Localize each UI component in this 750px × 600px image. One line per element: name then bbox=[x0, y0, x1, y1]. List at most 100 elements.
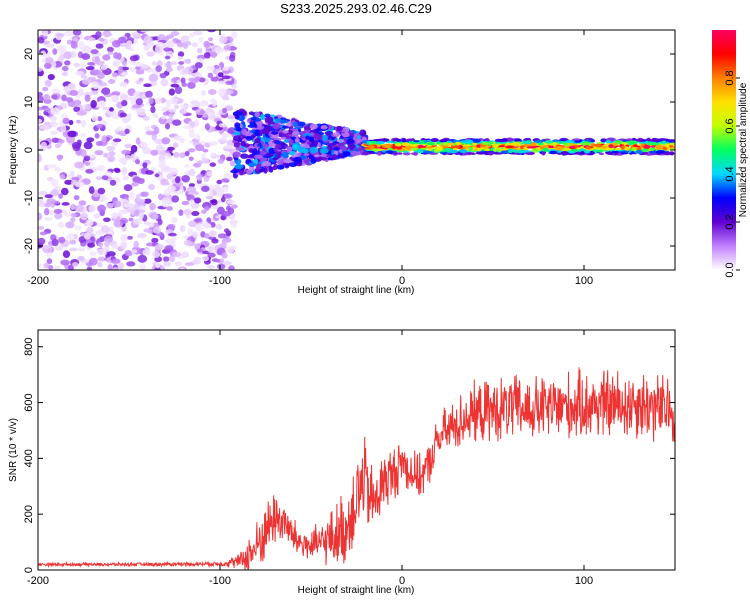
spectrogram-cell bbox=[223, 193, 233, 199]
spectrogram-cell bbox=[436, 141, 442, 144]
spectrogram-cell bbox=[119, 81, 128, 87]
spectrogram-cell bbox=[160, 115, 167, 120]
spectrogram-cell bbox=[188, 127, 195, 135]
spectrogram-cell bbox=[173, 135, 182, 141]
spectrogram-cell bbox=[57, 154, 63, 161]
spectrogram-cell bbox=[138, 112, 147, 116]
spectrogram-cell bbox=[308, 136, 315, 142]
spectrogram-cell bbox=[80, 149, 87, 158]
spectrogram-cell bbox=[234, 115, 240, 120]
spectrogram-cell bbox=[223, 44, 232, 51]
spectrogram-cell bbox=[81, 78, 91, 85]
spectrogram-cell bbox=[143, 35, 153, 44]
spectrogram-cell bbox=[54, 265, 61, 270]
spectrogram-cell bbox=[210, 205, 218, 210]
spectrogram-cell bbox=[221, 132, 227, 139]
spectrogram-cell bbox=[413, 140, 420, 143]
spectrogram-cell bbox=[300, 148, 309, 154]
spectrogram-cell bbox=[342, 151, 351, 157]
spectrogram-cell bbox=[193, 218, 202, 223]
spectrogram-cell bbox=[195, 134, 201, 140]
spectrogram-cell bbox=[207, 30, 216, 33]
spectrogram-cell bbox=[578, 148, 586, 153]
spectrogram-cell bbox=[151, 61, 157, 66]
spectrogram-cell bbox=[167, 223, 176, 230]
spectrogram-cell bbox=[569, 145, 576, 149]
spectrogram-cell bbox=[130, 153, 137, 162]
colorbar-label: Normalized spectral amplitude bbox=[738, 82, 749, 217]
spectrogram-cell bbox=[138, 77, 144, 82]
spectrogram-cell bbox=[598, 152, 604, 155]
spectrogram-cell bbox=[164, 152, 172, 159]
spectrogram-cell bbox=[166, 34, 175, 39]
spectrogram-cell bbox=[337, 142, 344, 146]
spectrogram-cell bbox=[88, 204, 96, 213]
spectrogram-cell bbox=[168, 108, 177, 113]
spectrogram-cell bbox=[485, 148, 490, 152]
spectrogram-cell bbox=[50, 130, 59, 136]
spectrogram-cell bbox=[556, 141, 567, 144]
spectrogram-cell bbox=[47, 74, 55, 81]
spectrogram-cell bbox=[97, 82, 108, 87]
spectrogram-cell bbox=[620, 138, 625, 141]
spectrogram-cell bbox=[51, 88, 61, 94]
spectrogram-cell bbox=[208, 188, 214, 197]
spectrogram-cell bbox=[168, 167, 178, 175]
spectrogram-cell bbox=[109, 179, 117, 186]
spectrogram-cell bbox=[248, 111, 255, 116]
spectrogram-cell bbox=[252, 148, 258, 154]
spectrogram-cell bbox=[204, 205, 210, 212]
spectrogram-cell bbox=[96, 72, 105, 79]
spectrogram-cell bbox=[184, 262, 194, 266]
spectrogram-cell bbox=[614, 147, 623, 151]
spectrogram-cell bbox=[162, 256, 170, 262]
spectrogram-cell bbox=[108, 151, 116, 157]
spectrogram-cell bbox=[170, 61, 178, 65]
spectrogram-cell bbox=[164, 55, 171, 60]
spectrogram-cell bbox=[409, 141, 417, 145]
spectrogram-cell bbox=[72, 261, 79, 267]
spectrogram-cell bbox=[120, 233, 128, 242]
spectrogram-cell bbox=[499, 148, 509, 151]
spectrogram-cell bbox=[97, 116, 103, 122]
spectrogram-cell bbox=[170, 97, 179, 104]
spectrogram-cell bbox=[64, 60, 71, 66]
spectrogram-cell bbox=[669, 142, 675, 146]
spectrogram-cell bbox=[192, 42, 199, 48]
spectrogram-cell bbox=[78, 88, 84, 97]
spectrogram-cell bbox=[226, 200, 236, 205]
spectrogram-cell bbox=[177, 55, 183, 60]
spectrogram-cell bbox=[563, 148, 568, 151]
spectrogram-cell bbox=[155, 261, 161, 269]
spectrogram-x-tick-label: -100 bbox=[209, 275, 231, 287]
spectrogram-cell bbox=[174, 104, 179, 110]
spectrogram-cell bbox=[627, 150, 632, 154]
spectrogram-cell bbox=[168, 113, 174, 119]
spectrogram-cell bbox=[119, 209, 127, 214]
spectrogram-cell bbox=[525, 150, 532, 153]
spectrogram-cell bbox=[75, 119, 82, 124]
spectrogram-cell bbox=[38, 197, 44, 203]
spectrogram-cell bbox=[226, 156, 233, 162]
spectrogram-cell bbox=[650, 142, 660, 146]
spectrogram-cell bbox=[137, 178, 145, 185]
spectrogram-cell bbox=[51, 238, 59, 247]
spectrogram-cell bbox=[78, 41, 85, 50]
spectrogram-cell bbox=[44, 217, 53, 221]
spectrogram-cell bbox=[171, 216, 178, 224]
spectrogram-cell bbox=[46, 258, 53, 265]
spectrogram-cell bbox=[38, 111, 42, 117]
spectrogram-cell bbox=[65, 221, 75, 229]
spectrogram-cell bbox=[187, 81, 196, 89]
spectrogram-cell bbox=[232, 131, 242, 136]
spectrogram-cell bbox=[127, 96, 134, 101]
spectrogram-cell bbox=[133, 91, 143, 99]
spectrogram-cell bbox=[185, 58, 192, 64]
snr-y-tick-label: 0 bbox=[23, 567, 35, 573]
spectrogram-cell bbox=[95, 31, 102, 39]
spectrogram-cell bbox=[94, 150, 104, 156]
spectrogram-cell bbox=[124, 250, 133, 257]
spectrogram-cell bbox=[86, 137, 95, 143]
spectrogram-cell bbox=[620, 145, 625, 150]
spectrogram-cell bbox=[38, 263, 42, 269]
